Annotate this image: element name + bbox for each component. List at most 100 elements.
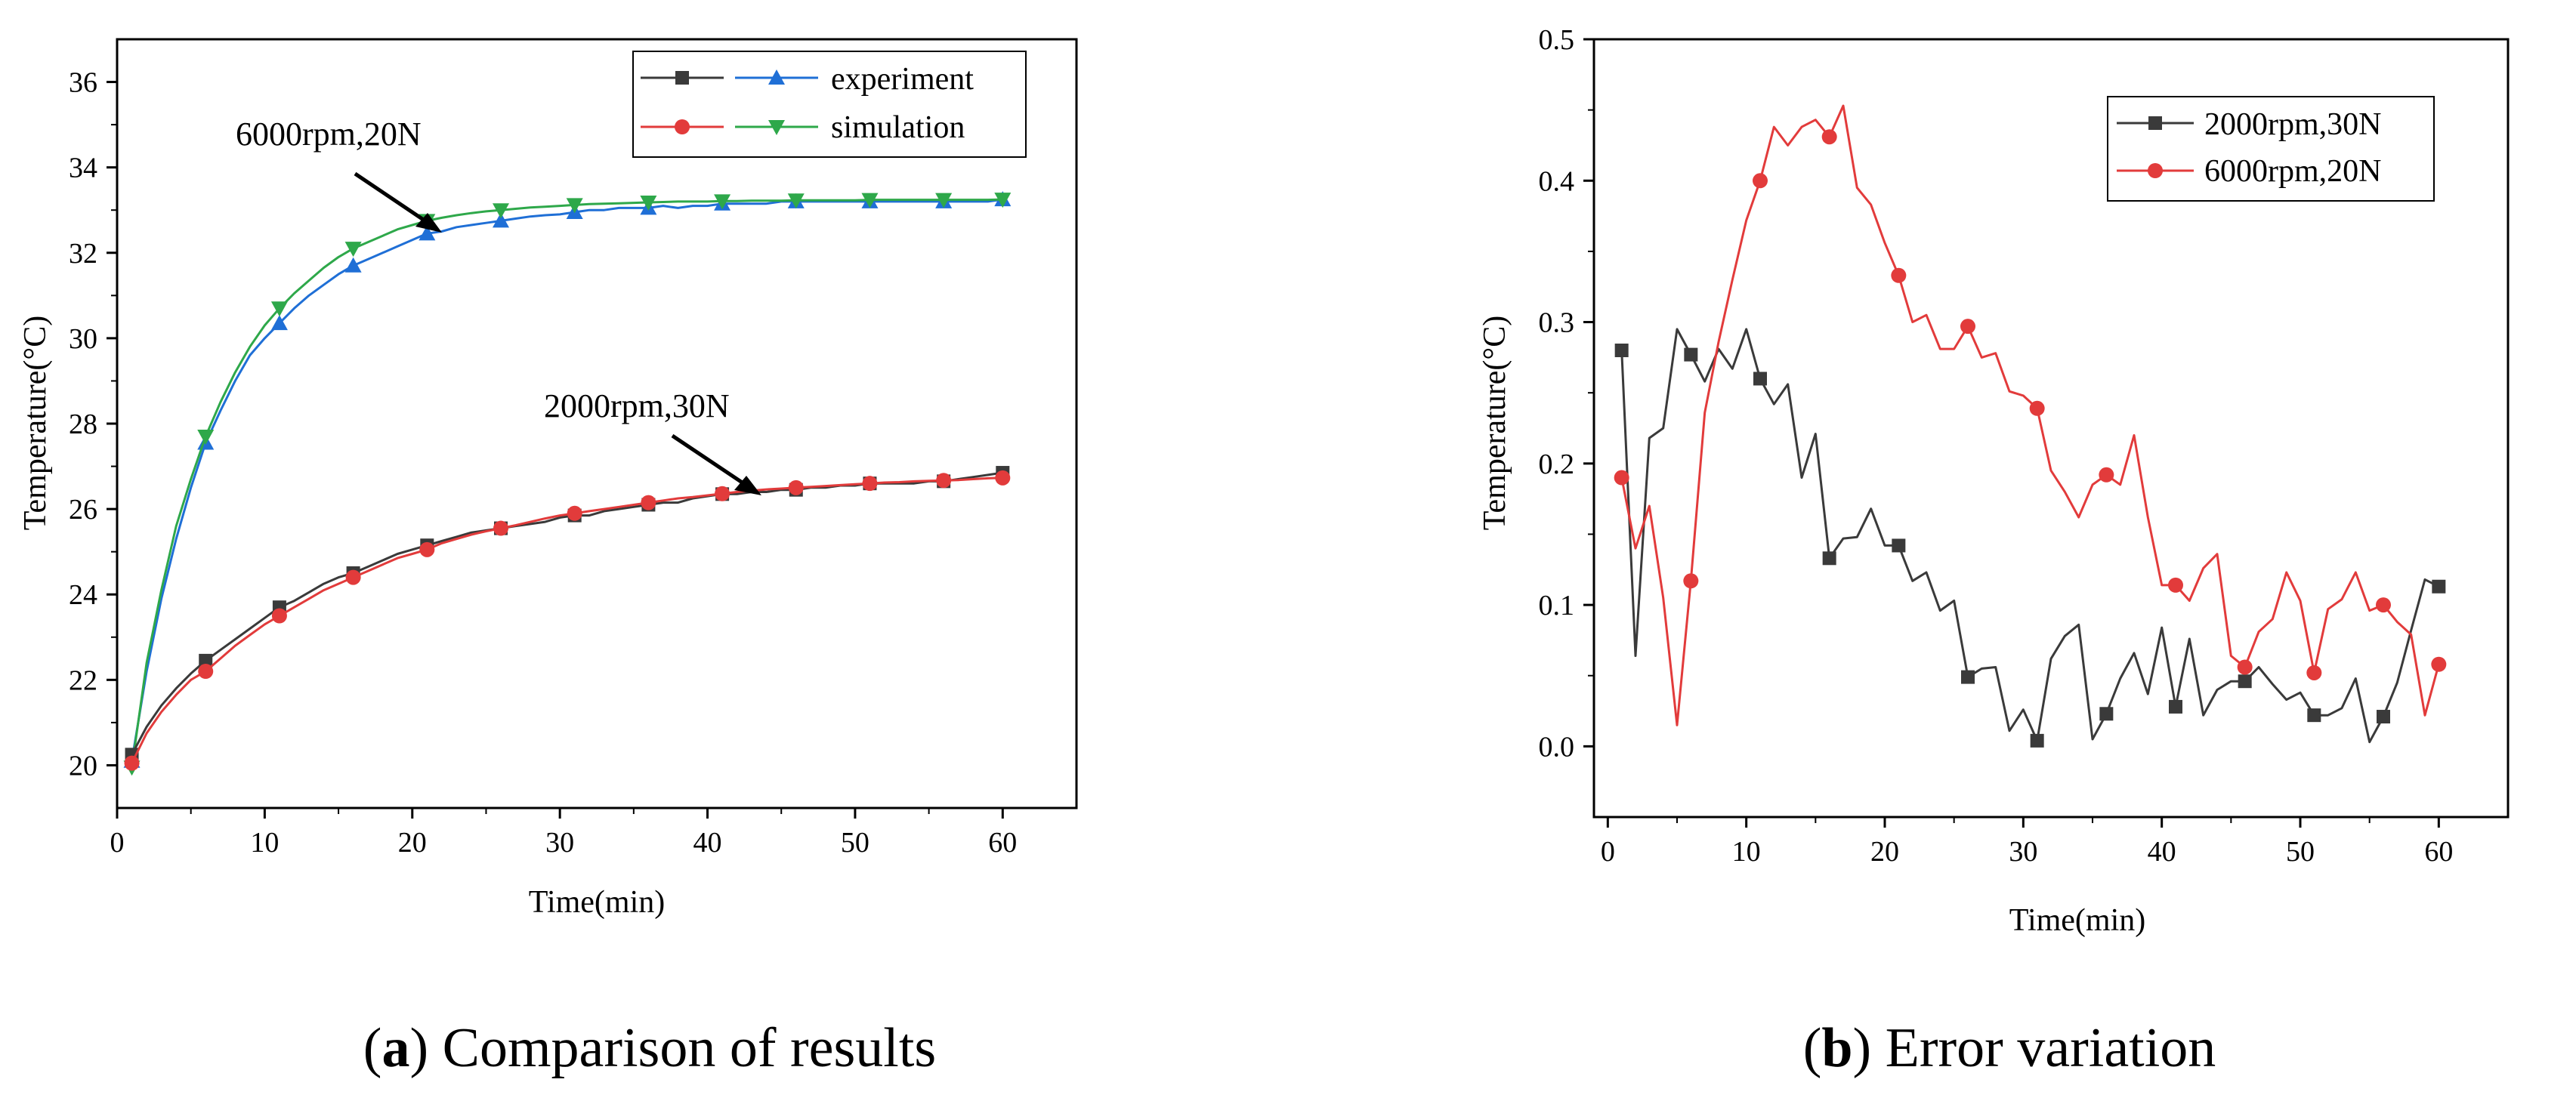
b-series-0-point (2432, 579, 2446, 594)
a-ytick-label: 20 (69, 750, 97, 782)
a-legend-marker-1-0 (675, 119, 690, 134)
a-legend-marker-1-1 (768, 120, 785, 135)
a-series-3-point (641, 495, 656, 510)
a-legend-box (632, 51, 1027, 158)
b-xtick-label: 0 (1601, 836, 1615, 868)
a-annotation-6000-arrowhead (415, 213, 442, 233)
b-legend-label-2000: 2000rpm,30N (2204, 107, 2382, 142)
a-series-1-point (197, 429, 215, 445)
b-series-1-point (2376, 597, 2391, 613)
b-series-0-point (1892, 538, 1906, 553)
b-series-1-point (1891, 267, 1907, 283)
a-series-1-point (714, 194, 731, 210)
a-caption: (a) Comparison of results (363, 1017, 936, 1079)
a-series-1-point (270, 301, 288, 317)
panel-b-error: 0 10 20 30 40 50 60 0.0 0.1 0.2 0.3 0.4 0.5 Time(min… (1478, 24, 2510, 1079)
b-xtick-label: 60 (2424, 836, 2453, 868)
a-series-3-point (567, 505, 582, 521)
a-ylabel: Temperature(°C) (18, 316, 53, 530)
a-ytick-label: 34 (69, 153, 97, 184)
a-annotation-6000: 6000rpm,20N (236, 116, 442, 233)
a-ytick-label: 24 (69, 579, 97, 611)
a-xtick-label: 60 (988, 827, 1017, 859)
a-series-3-point (271, 608, 287, 624)
a-ytick-label: 26 (69, 494, 97, 526)
a-series-0-point (270, 315, 288, 331)
a-series-0-point (344, 257, 362, 273)
b-xtick-label: 40 (2148, 836, 2176, 868)
a-series-3-point (345, 569, 361, 585)
b-series-1-point (1614, 470, 1629, 486)
a-annotation-6000-arrow (354, 171, 431, 226)
b-ytick-label: 0.4 (1539, 165, 1575, 197)
a-series-3-point (124, 755, 140, 771)
a-annotation-2000-arrow (671, 433, 749, 489)
a-series-0-point (419, 225, 436, 241)
b-ytick-label: 0.3 (1539, 307, 1575, 339)
a-series-0-point (493, 212, 509, 228)
a-series-3-point (493, 520, 508, 536)
a-annotation-2000: 2000rpm,30N (544, 387, 761, 495)
b-series-1-point (2431, 656, 2447, 672)
a-legend-label-simulation: simulation (831, 110, 965, 145)
a-xlabel: Time(min) (529, 885, 665, 920)
b-caption: (b) Error variation (1803, 1017, 2216, 1079)
a-series-3-point (862, 476, 878, 492)
b-series-0-point (1822, 551, 1836, 566)
a-series-3-point (198, 664, 214, 680)
b-series-0-point (2238, 674, 2252, 689)
a-xtick-label: 40 (693, 827, 722, 859)
b-legend: 2000rpm,30N 6000rpm,20N (2107, 96, 2435, 202)
b-series-1-point (2168, 577, 2183, 593)
a-series-3-point (715, 486, 730, 501)
a-series-1-point (861, 193, 879, 208)
b-series-1-point (1960, 319, 1975, 335)
a-series-1-point (640, 196, 657, 211)
b-ytick-label: 0.0 (1539, 731, 1575, 763)
a-annotation-2000-arrowhead (734, 476, 761, 495)
b-legend-marker-0 (2148, 116, 2162, 130)
b-series-1-point (2099, 467, 2114, 483)
a-series-3-point (419, 541, 435, 557)
a-legend-marks (641, 69, 818, 135)
a-series-1-point (344, 242, 362, 257)
b-series-0-point (2169, 699, 2182, 714)
a-annotation-2000-text: 2000rpm,30N (544, 387, 730, 424)
b-legend-label-6000: 6000rpm,20N (2204, 154, 2382, 189)
b-ylabel: Temperature(°C) (1478, 316, 1512, 530)
a-ytick-label: 30 (69, 323, 97, 355)
a-legend-marker-0-1 (768, 69, 785, 85)
a-ticks: 0 10 20 30 40 50 60 20 22 24 26 28 30 32 34 36 (69, 67, 1017, 859)
a-series-1-point (787, 193, 805, 209)
b-series-0-point (2099, 707, 2114, 721)
a-series-1-point (935, 193, 953, 208)
b-series-line-0 (1620, 328, 2439, 744)
b-series-0-point (2377, 710, 2390, 724)
b-xtick-label: 10 (1732, 836, 1761, 868)
b-series-1-point (2237, 659, 2253, 675)
a-legend-marker-0-0 (675, 71, 689, 85)
b-ytick-label: 0.5 (1539, 24, 1575, 56)
a-caption-label: a (381, 1017, 409, 1079)
b-series-1-point (1683, 573, 1699, 589)
a-ytick-label: 28 (69, 409, 97, 440)
b-ytick-label: 0.2 (1539, 449, 1575, 480)
b-series-0-point (2030, 733, 2044, 748)
b-caption-text: Error variation (1886, 1017, 2216, 1079)
b-series-1-point (2029, 400, 2045, 416)
b-ticks: 0 10 20 30 40 50 60 0.0 0.1 0.2 0.3 0.4 0.5 (1539, 24, 2454, 868)
b-xtick-label: 20 (1870, 836, 1899, 868)
a-xtick-label: 50 (841, 827, 869, 859)
a-legend: experiment simulation (632, 51, 1027, 158)
b-legend-marks (2117, 116, 2194, 178)
a-series-3-point (995, 470, 1011, 486)
b-xlabel: Time(min) (2009, 903, 2145, 938)
a-series-1-point (994, 193, 1012, 208)
a-series-2-point (199, 653, 213, 668)
panel-a-comparison: 0 10 20 30 40 50 60 20 22 24 26 28 30 32 34 36 Time(min… (18, 38, 1078, 1079)
a-xtick-label: 10 (250, 827, 279, 859)
b-series-0-point (1753, 372, 1767, 386)
b-series-group (1614, 104, 2447, 748)
b-series-0-point (2307, 708, 2321, 723)
a-ytick-label: 22 (69, 665, 97, 696)
